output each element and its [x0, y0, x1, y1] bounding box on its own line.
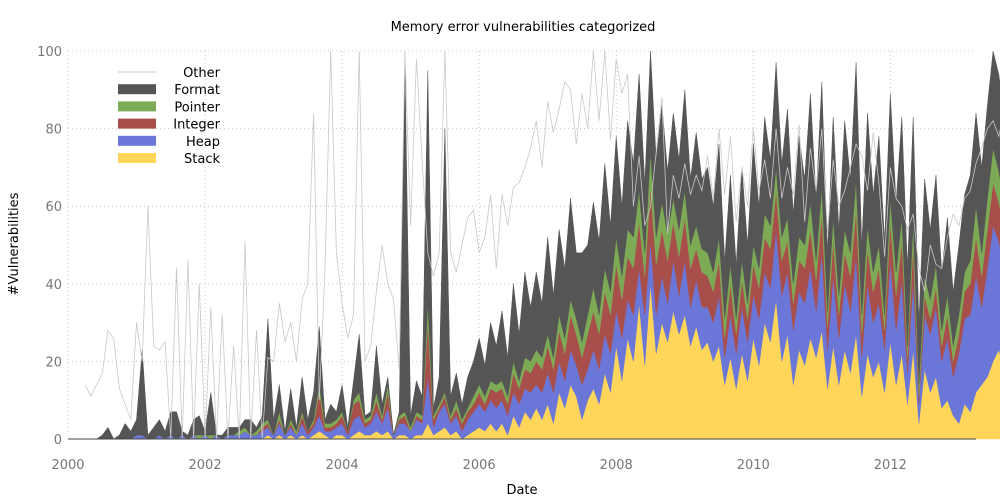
- legend-swatch-stack: [118, 153, 156, 163]
- x-axis-label: Date: [506, 483, 537, 498]
- legend-label-other: Other: [183, 66, 221, 81]
- x-tick-label: 2008: [600, 458, 633, 473]
- x-tick-label: 2004: [326, 458, 359, 473]
- legend-label-integer: Integer: [173, 118, 220, 133]
- stacked-areas: [85, 50, 1000, 440]
- y-tick-label: 80: [45, 123, 62, 138]
- chart-title: Memory error vulnerabilities categorized: [391, 20, 656, 35]
- tick-labels: 2000 2002 2004 2006 2008 2010 2012 0 20 40 60 80 100: [37, 45, 907, 473]
- legend-swatch-pointer: [118, 101, 156, 112]
- y-axis-label: #Vulnerabilities: [7, 192, 22, 295]
- y-tick-label: 40: [45, 278, 62, 293]
- x-tick-label: 2002: [189, 458, 222, 473]
- legend-label-pointer: Pointer: [174, 100, 220, 115]
- y-tick-label: 60: [45, 200, 62, 215]
- legend: Other Format Pointer Integer Heap Stack: [118, 66, 221, 167]
- y-tick-label: 100: [37, 45, 62, 60]
- y-tick-label: 20: [45, 355, 62, 370]
- legend-swatch-format: [118, 84, 156, 95]
- x-tick-label: 2012: [874, 458, 907, 473]
- x-tick-label: 2010: [737, 458, 770, 473]
- other-line-layer: [84, 50, 1000, 440]
- legend-swatch-integer: [118, 118, 156, 129]
- legend-label-heap: Heap: [186, 135, 220, 150]
- legend-label-format: Format: [174, 83, 220, 98]
- series-line-other: [84, 50, 1000, 440]
- x-tick-label: 2000: [51, 458, 84, 473]
- x-tick-label: 2006: [463, 458, 496, 473]
- y-tick-label: 0: [54, 433, 62, 448]
- legend-label-stack: Stack: [184, 152, 220, 167]
- legend-swatch-heap: [118, 135, 156, 146]
